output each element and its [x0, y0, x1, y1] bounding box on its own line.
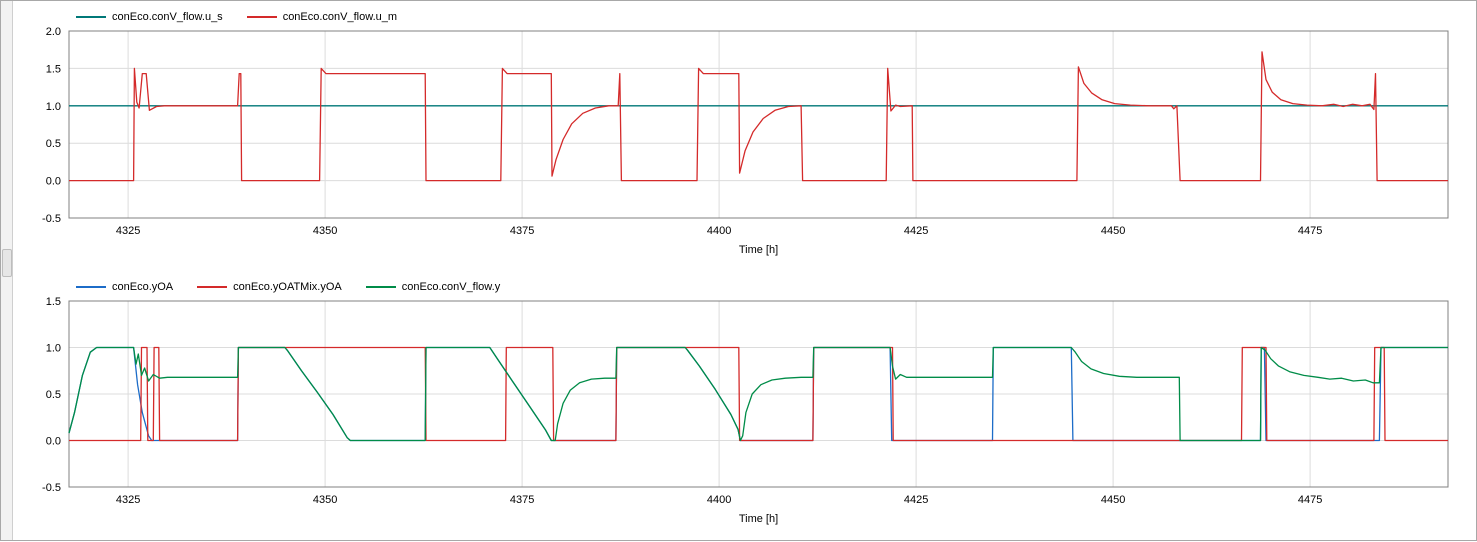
svg-text:0.0: 0.0: [46, 176, 61, 188]
svg-text:4450: 4450: [1101, 225, 1125, 237]
plot-canvas-top[interactable]: 4325 4350 4375 4400 4425 4450 4475 2.0 1.5 1.0 0.5…: [13, 27, 1477, 242]
legend-line-swatch: [197, 286, 228, 288]
svg-text:1.5: 1.5: [46, 297, 61, 308]
legend-line-swatch: [365, 286, 396, 288]
legend-line-swatch: [76, 286, 106, 288]
svg-text:4400: 4400: [707, 494, 731, 506]
svg-text:4375: 4375: [510, 494, 534, 506]
svg-text:4425: 4425: [904, 225, 928, 237]
svg-text:-0.5: -0.5: [42, 213, 61, 225]
svg-text:4325: 4325: [116, 225, 140, 237]
x-axis-label-top: Time [h]: [738, 244, 779, 256]
chart-conv-flow-u: conEco.conV_flow.u_s conEco.conV_flow.u_m…: [13, 7, 1477, 256]
svg-text:1.0: 1.0: [46, 343, 61, 355]
svg-text:4350: 4350: [313, 494, 337, 506]
svg-text:0.5: 0.5: [46, 138, 61, 150]
legend-label: conEco.conV_flow.u_m: [282, 10, 398, 23]
chart-yoa-signals: conEco.yOA conEco.yOATMix.yOA conEco.conV_…: [13, 277, 1477, 525]
legend-line-swatch: [76, 16, 106, 18]
legend-label: conEco.yOA: [112, 280, 174, 293]
left-panel-strip: [1, 1, 13, 540]
panel-splitter-handle[interactable]: [2, 249, 12, 277]
legend-line-swatch: [246, 16, 277, 18]
legend-label: conEco.yOATMix.yOA: [233, 280, 342, 293]
svg-text:-0.5: -0.5: [42, 482, 61, 494]
legend-label: conEco.conV_flow.y: [401, 280, 501, 293]
svg-text:1.5: 1.5: [46, 63, 61, 75]
svg-text:4475: 4475: [1298, 494, 1322, 506]
legend-item-conEco.yOA[interactable]: conEco.yOA: [76, 280, 174, 293]
x-axis-label-bottom: Time [h]: [738, 513, 779, 525]
legend-item-conEco.conV_flow.u_m[interactable]: conEco.conV_flow.u_m: [246, 10, 398, 23]
svg-text:4475: 4475: [1298, 225, 1322, 237]
plot-window: conEco.conV_flow.u_s conEco.conV_flow.u_m…: [13, 1, 1477, 542]
svg-text:0.5: 0.5: [46, 389, 61, 401]
plot-canvas-bottom[interactable]: 4325 4350 4375 4400 4425 4450 4475 1.5 1.0 0.5 0.0…: [13, 297, 1477, 511]
svg-text:4325: 4325: [116, 494, 140, 506]
legend-bottom: conEco.yOA conEco.yOATMix.yOA conEco.conV_…: [76, 277, 1477, 297]
svg-text:1.0: 1.0: [46, 101, 61, 113]
svg-text:4425: 4425: [904, 494, 928, 506]
legend-top: conEco.conV_flow.u_s conEco.conV_flow.u_m: [76, 7, 1477, 27]
svg-text:4450: 4450: [1101, 494, 1125, 506]
legend-item-conEco.conV_flow.u_s[interactable]: conEco.conV_flow.u_s: [76, 10, 223, 23]
legend-label: conEco.conV_flow.u_s: [112, 10, 223, 23]
svg-text:4350: 4350: [313, 225, 337, 237]
legend-item-conEco.conV_flow.y[interactable]: conEco.conV_flow.y: [365, 280, 501, 293]
svg-text:2.0: 2.0: [46, 27, 61, 38]
svg-text:4400: 4400: [707, 225, 731, 237]
legend-item-conEco.yOATMix.yOA[interactable]: conEco.yOATMix.yOA: [197, 280, 342, 293]
svg-text:4375: 4375: [510, 225, 534, 237]
svg-text:0.0: 0.0: [46, 436, 61, 448]
